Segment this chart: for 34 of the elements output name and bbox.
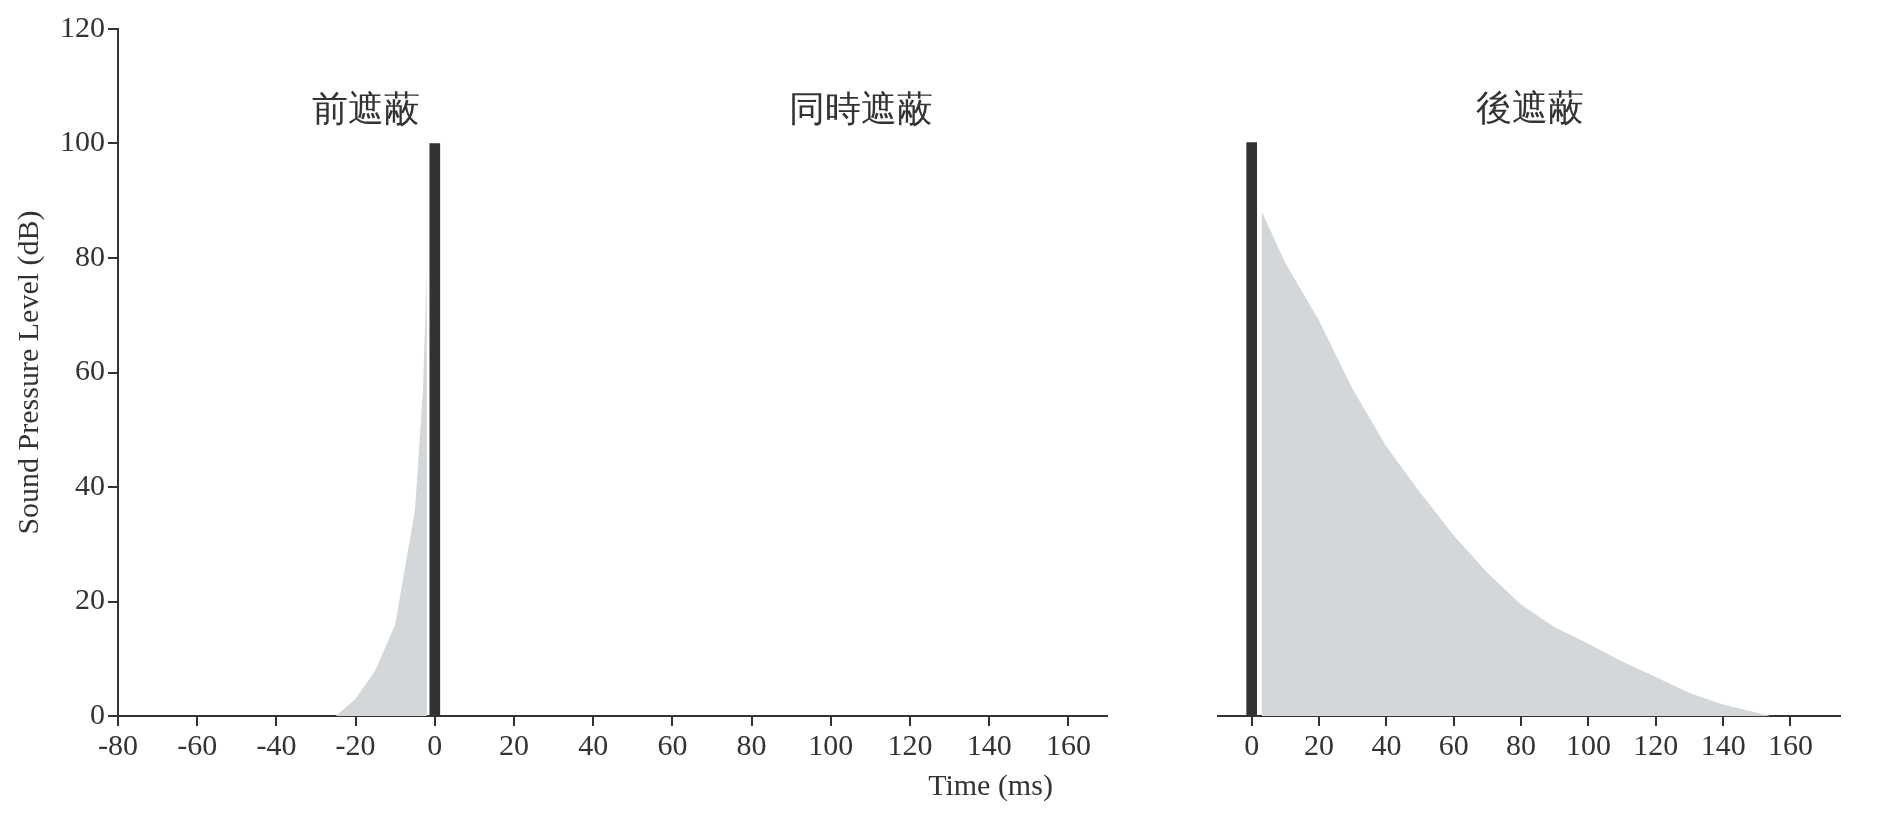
y-tick-label: 80 — [75, 238, 105, 272]
x-tick-label: 100 — [1565, 727, 1611, 761]
y-tick-label: 120 — [60, 9, 105, 43]
x-tick-label: 20 — [1304, 727, 1335, 761]
annotation: 前遮蔽 — [311, 88, 420, 129]
x-axis-title: Time (ms) — [927, 768, 1054, 802]
y-axis-title: Sound Pressure Level (dB) — [10, 210, 45, 535]
x-tick-label: 120 — [887, 727, 933, 761]
x-tick-label: 20 — [499, 727, 529, 761]
y-tick-label: 0 — [90, 696, 105, 730]
x-tick-label: 160 — [1045, 727, 1091, 761]
x-tick-label: 80 — [1506, 727, 1537, 761]
annotation: 後遮蔽 — [1475, 88, 1584, 129]
y-tick-label: 20 — [75, 582, 105, 616]
x-tick-label: 140 — [1700, 727, 1746, 761]
x-tick-label: 160 — [1767, 727, 1813, 761]
x-tick-label: -80 — [98, 727, 138, 761]
x-tick-label: 0 — [1244, 727, 1260, 761]
x-tick-label: 80 — [736, 727, 767, 761]
x-tick-label: 140 — [966, 727, 1012, 761]
x-tick-label: 60 — [657, 727, 688, 761]
x-tick-label: 100 — [808, 727, 854, 761]
x-tick-label: -20 — [335, 727, 376, 761]
x-tick-label: 40 — [578, 727, 609, 761]
x-tick-label: 120 — [1633, 727, 1679, 761]
y-tick-label: 40 — [75, 467, 105, 501]
x-tick-label: 0 — [427, 727, 443, 761]
y-tick-label: 100 — [60, 124, 105, 158]
x-tick-label: -60 — [177, 727, 218, 761]
x-tick-label: 60 — [1438, 727, 1469, 761]
annotation: 同時遮蔽 — [788, 88, 933, 129]
x-tick-label: 40 — [1371, 727, 1402, 761]
x-tick-label: -40 — [256, 727, 297, 761]
y-tick-label: 60 — [75, 353, 105, 387]
